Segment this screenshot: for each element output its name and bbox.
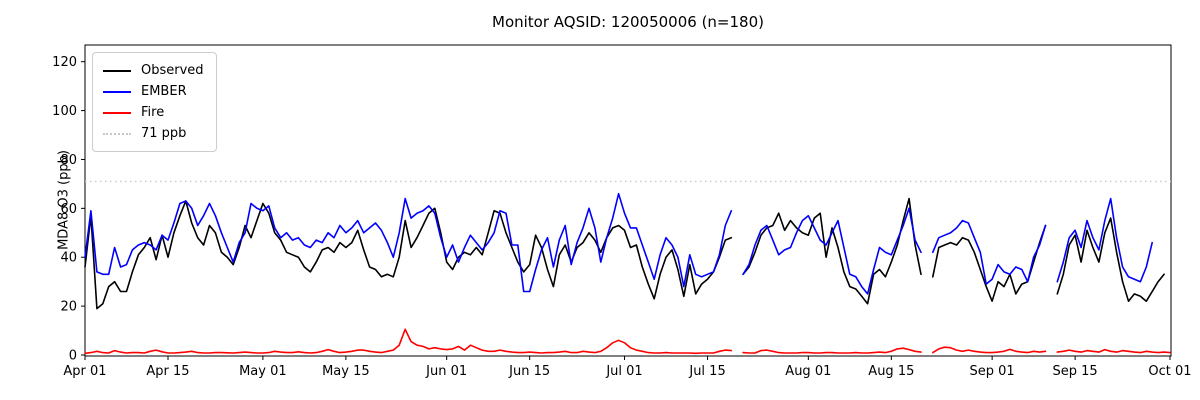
legend-label-fire: Fire — [141, 105, 165, 120]
legend-line-swatch-observed — [103, 69, 131, 72]
x-axis-tick-label: Sep 01 — [970, 364, 1015, 379]
legend-label-ember: EMBER — [141, 84, 187, 99]
x-axis-tick-label: Jun 15 — [508, 364, 550, 379]
y-axis-tick-label: 80 — [60, 153, 77, 168]
series-line-fire — [84, 328, 1171, 355]
x-axis-tick-label: Aug 15 — [868, 364, 914, 379]
x-axis-tick-label: Jul 01 — [605, 364, 642, 379]
x-axis-tick-label: Aug 01 — [785, 364, 831, 379]
legend-line-swatch-fire — [103, 111, 131, 114]
x-axis-tick-label: Apr 01 — [63, 364, 106, 379]
y-axis-label: MDA8 O3 (ppb) — [56, 150, 72, 250]
chart-title: Monitor AQSID: 120050006 (n=180) — [492, 13, 764, 31]
y-axis-tick-label: 60 — [60, 202, 77, 217]
y-axis-tick-label: 20 — [60, 300, 77, 315]
legend-item-fire: Fire — [103, 102, 204, 123]
legend-item-observed: Observed — [103, 60, 204, 81]
x-axis-tick-label: May 15 — [322, 364, 370, 379]
x-axis-tick-label: Oct 01 — [1148, 364, 1191, 379]
plot-frame — [84, 44, 1172, 357]
legend-label-71-ppb: 71 ppb — [141, 126, 187, 141]
x-axis-tick-label: Jun 01 — [425, 364, 467, 379]
legend-item-ember: EMBER — [103, 81, 204, 102]
x-axis-tick-label: Sep 15 — [1053, 364, 1098, 379]
legend-line-swatch-71-ppb — [103, 132, 131, 135]
legend-line-swatch-ember — [103, 90, 131, 93]
y-axis-tick-label: 40 — [60, 251, 77, 266]
legend-item-71-ppb: 71 ppb — [103, 123, 204, 144]
y-axis-tick-label: 100 — [52, 104, 77, 119]
y-axis-tick-label: 120 — [52, 55, 77, 70]
legend: Observed EMBER Fire 71 ppb — [92, 52, 217, 152]
x-axis-tick-label: May 01 — [239, 364, 287, 379]
series-line-ember — [84, 192, 1153, 295]
x-axis-tick-label: Jul 15 — [688, 364, 725, 379]
series-line-observed — [84, 197, 1165, 310]
y-axis-tick-label: 0 — [69, 349, 77, 364]
legend-label-observed: Observed — [141, 63, 204, 78]
x-axis-tick-label: Apr 15 — [146, 364, 189, 379]
